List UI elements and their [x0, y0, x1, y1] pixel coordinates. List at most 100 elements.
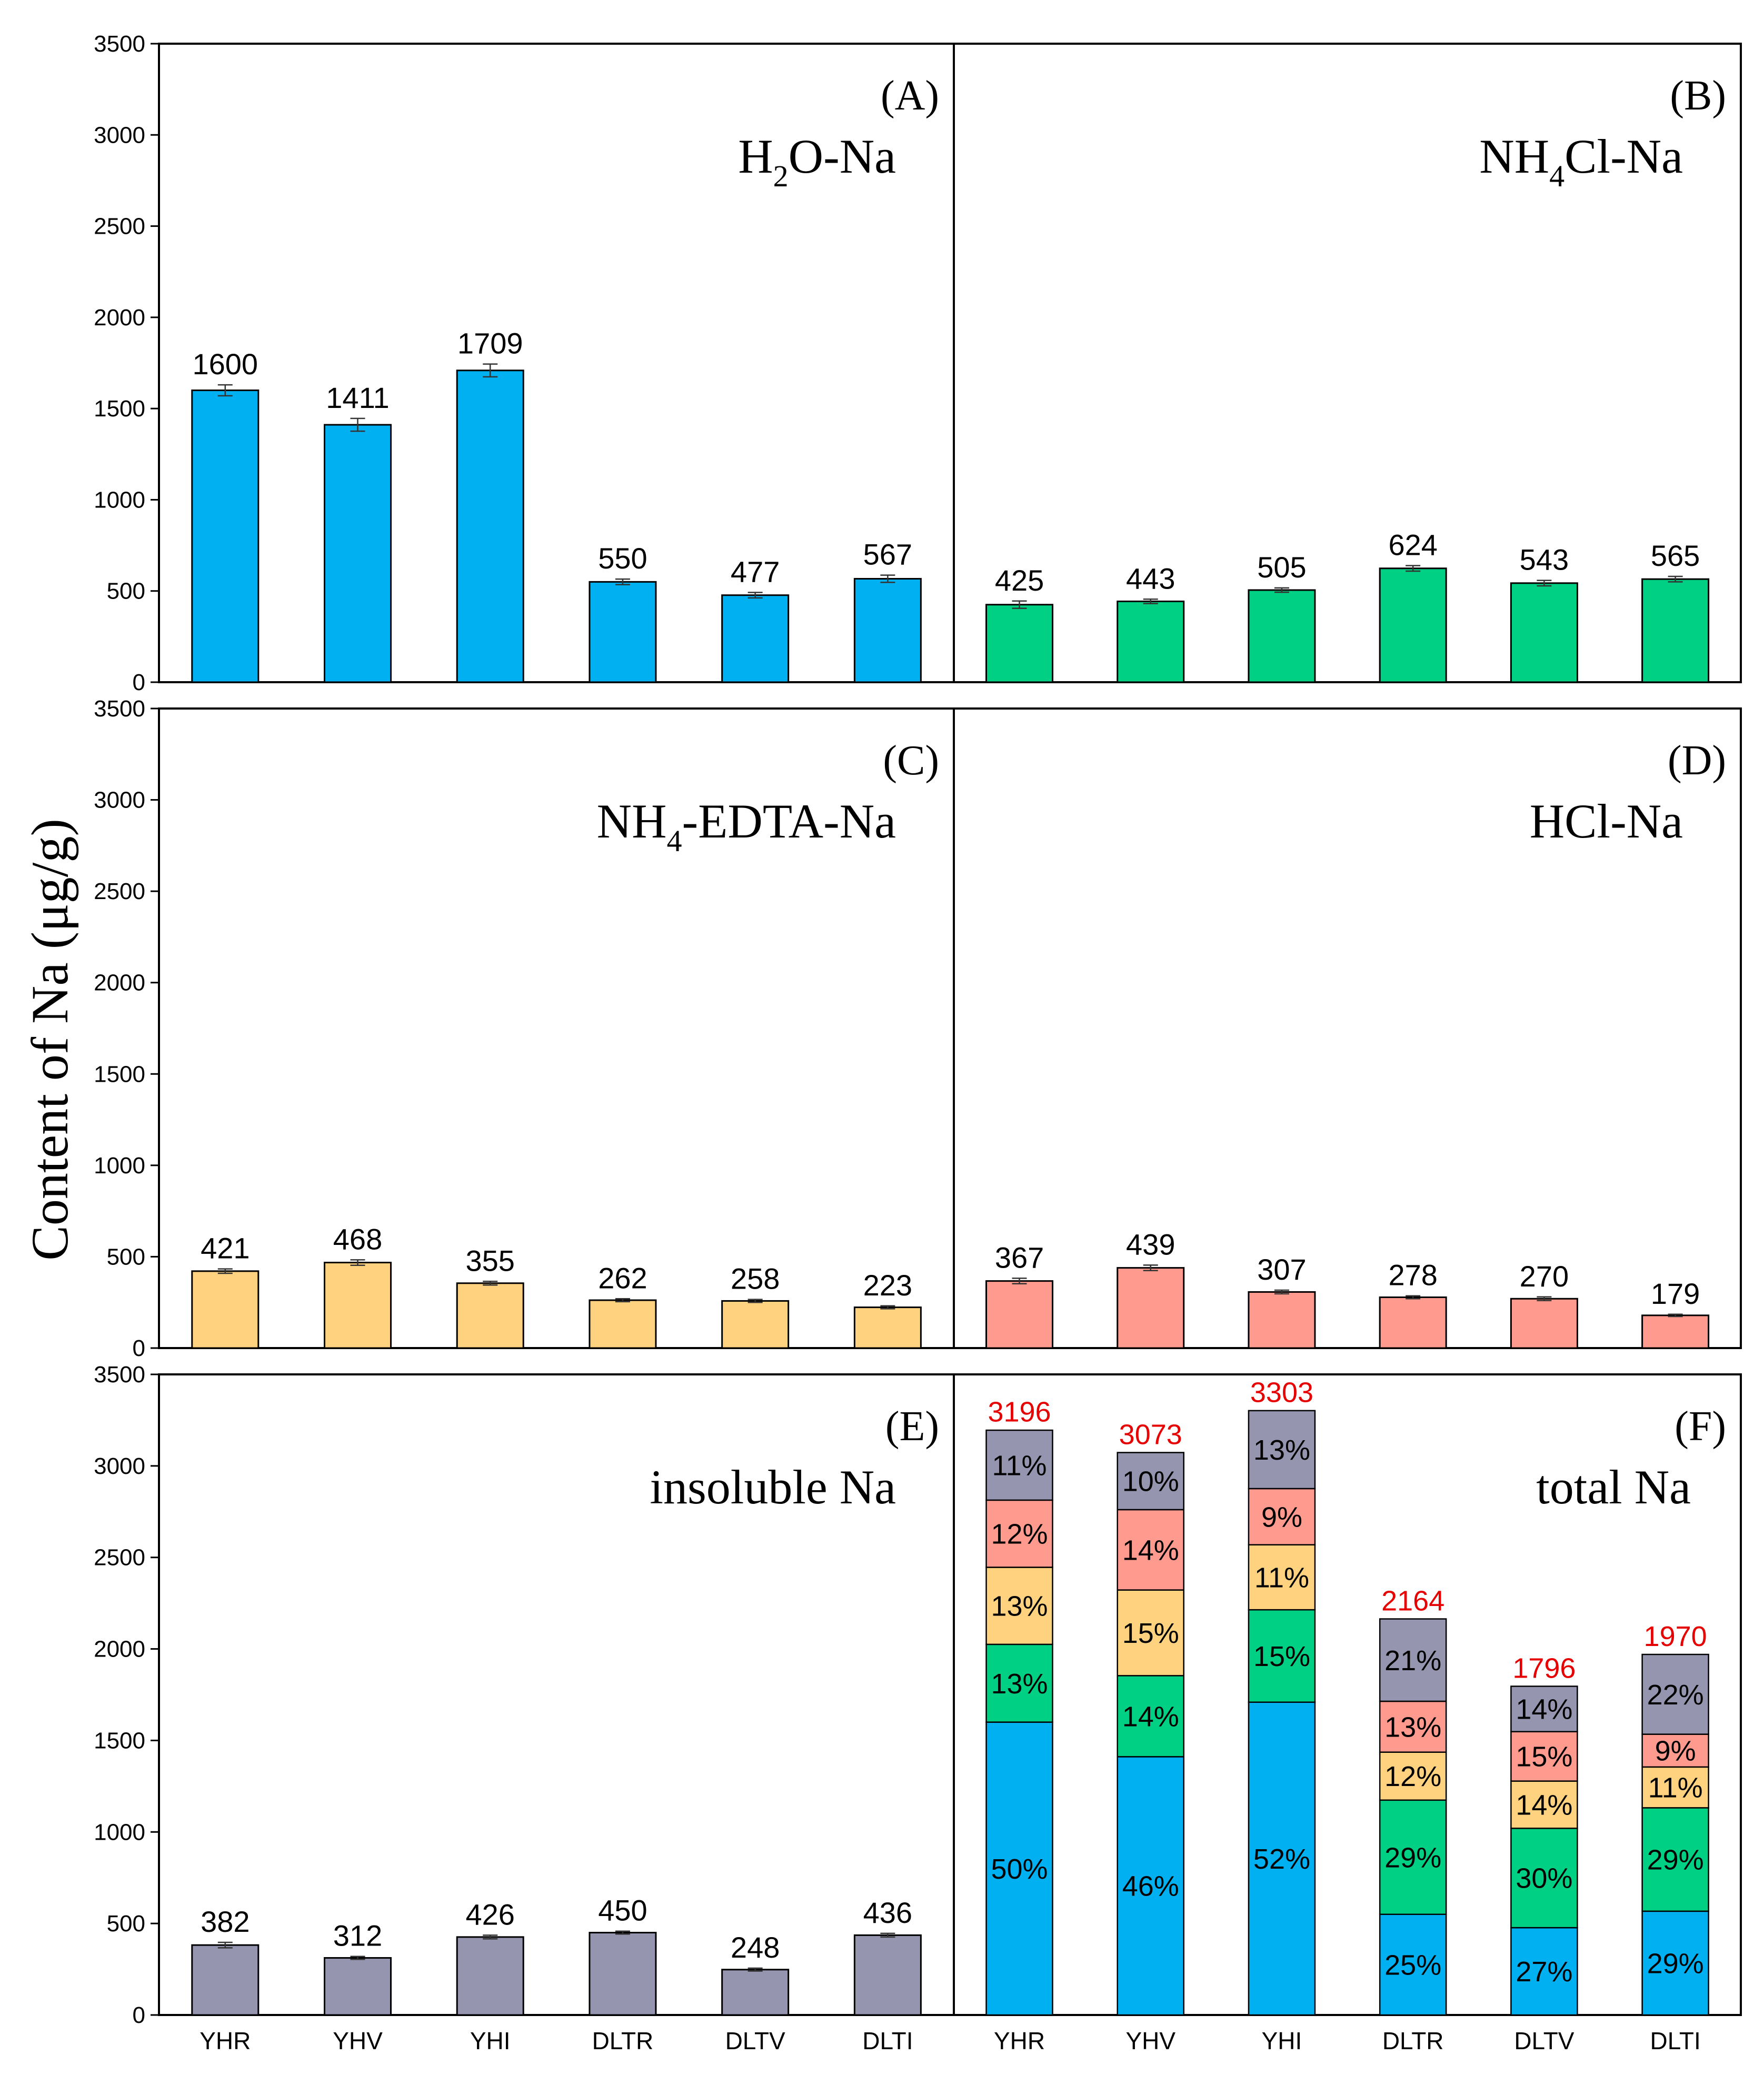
x-tick-label: DLTR — [592, 2027, 654, 2054]
data-label: 270 — [1520, 1260, 1569, 1293]
panel-letter-1: (B) — [1670, 73, 1726, 119]
percent-label: 27% — [1516, 1956, 1572, 1988]
x-tick-label: DLTV — [725, 2027, 785, 2054]
stack-segment — [1510, 1927, 1578, 2016]
stack-segment — [1248, 1609, 1316, 1703]
data-label: 468 — [333, 1222, 382, 1255]
stack-segment — [1510, 1780, 1578, 1829]
bar — [324, 424, 392, 683]
total-label: 3073 — [1119, 1419, 1182, 1450]
x-tick-label: DLTI — [1650, 2027, 1700, 2054]
data-label: 248 — [731, 1931, 780, 1964]
data-label: 382 — [201, 1905, 250, 1938]
bar — [191, 389, 260, 683]
x-tick-label: YHI — [1262, 2027, 1302, 2054]
percent-label: 9% — [1655, 1735, 1696, 1767]
percent-label: 29% — [1647, 1844, 1704, 1876]
panel-frame-1 — [953, 43, 1742, 683]
bar — [1510, 582, 1578, 683]
stack-segment — [1117, 1756, 1184, 2016]
bar — [853, 577, 922, 683]
bar — [985, 604, 1054, 683]
data-label: 450 — [598, 1894, 647, 1927]
data-label: 436 — [863, 1896, 912, 1929]
x-tick-label: DLTR — [1382, 2027, 1444, 2054]
percent-label: 13% — [1253, 1434, 1310, 1466]
data-label: 258 — [731, 1262, 780, 1295]
panel-title-4: insoluble Na — [650, 1460, 896, 1514]
data-label: 443 — [1126, 562, 1175, 595]
panel-letter-5: (F) — [1675, 1403, 1726, 1450]
bar — [589, 1299, 657, 1349]
data-label: 505 — [1257, 551, 1306, 584]
y-tick-label: 0 — [133, 2002, 145, 2028]
data-label: 1709 — [457, 327, 523, 360]
bar — [456, 1282, 524, 1349]
stack-segment — [1248, 1410, 1316, 1490]
stack-segment — [1117, 1509, 1184, 1591]
x-tick-label: YHV — [1125, 2027, 1175, 2054]
percent-label: 25% — [1384, 1949, 1441, 1981]
data-label: 1411 — [326, 381, 389, 414]
data-label: 426 — [465, 1898, 514, 1931]
percent-label: 14% — [1516, 1694, 1572, 1725]
data-label: 262 — [598, 1261, 647, 1294]
plot-area: 0 500 1000 1500 2000 2500 3000 3500 (A) H2O-Na 160… — [94, 31, 1742, 2054]
percent-label: 11% — [1254, 1562, 1309, 1593]
y-tick-label: 500 — [107, 1911, 145, 1937]
y-tick-label: 2000 — [94, 970, 145, 996]
percent-label: 11% — [992, 1450, 1047, 1481]
data-label: 278 — [1388, 1259, 1437, 1292]
y-tick-label: 3000 — [94, 1453, 145, 1479]
y-tick-label: 1000 — [94, 487, 145, 513]
bar — [721, 1969, 790, 2016]
percent-label: 29% — [1384, 1842, 1441, 1873]
y-tick-label: 1000 — [94, 1819, 145, 1845]
y-tick-label: 3500 — [94, 31, 145, 57]
panel-title-0: H2O-Na — [738, 129, 896, 193]
stack-segment — [1641, 1733, 1709, 1768]
bar — [589, 581, 657, 683]
total-label: 1970 — [1644, 1621, 1707, 1652]
bar — [1248, 589, 1316, 683]
data-label: 550 — [598, 542, 647, 575]
panel-frame-5 — [953, 1373, 1742, 2016]
percent-label: 12% — [991, 1519, 1048, 1550]
data-label: 223 — [863, 1269, 912, 1302]
data-label: 312 — [333, 1919, 382, 1952]
data-label: 307 — [1257, 1253, 1306, 1286]
panel-letter-2: (C) — [883, 737, 939, 784]
stack-segment — [1117, 1589, 1184, 1677]
bar — [721, 594, 790, 683]
stack-segment — [985, 1429, 1053, 1501]
y-tick-label: 3500 — [94, 696, 145, 722]
percent-label: 13% — [1384, 1711, 1441, 1743]
percent-label: 9% — [1261, 1501, 1302, 1533]
percent-label: 21% — [1384, 1645, 1441, 1677]
y-tick-label: 1000 — [94, 1153, 145, 1179]
percent-label: 14% — [1122, 1701, 1179, 1732]
data-label: 624 — [1388, 528, 1437, 562]
bar — [1641, 578, 1710, 683]
y-tick-label: 500 — [107, 1244, 145, 1270]
bar — [324, 1262, 392, 1349]
percent-label: 12% — [1384, 1761, 1441, 1792]
stack-segment — [1641, 1766, 1709, 1809]
y-tick-label: 2000 — [94, 305, 145, 331]
data-label: 367 — [995, 1241, 1044, 1274]
stack-segment — [985, 1499, 1053, 1568]
stack-segment — [1641, 1653, 1709, 1735]
stack-segment — [1117, 1675, 1184, 1758]
bar — [589, 1932, 657, 2016]
y-tick-label: 500 — [107, 578, 145, 604]
bar — [456, 370, 524, 683]
stack-segment — [985, 1567, 1053, 1645]
percent-label: 50% — [991, 1853, 1048, 1885]
panel-title-5: total Na — [1536, 1460, 1691, 1514]
bar — [324, 1957, 392, 2016]
data-label: 421 — [201, 1232, 250, 1265]
x-tick-label: YHR — [200, 2027, 251, 2054]
y-tick-label: 3500 — [94, 1362, 145, 1388]
y-tick-label: 1500 — [94, 1061, 145, 1087]
